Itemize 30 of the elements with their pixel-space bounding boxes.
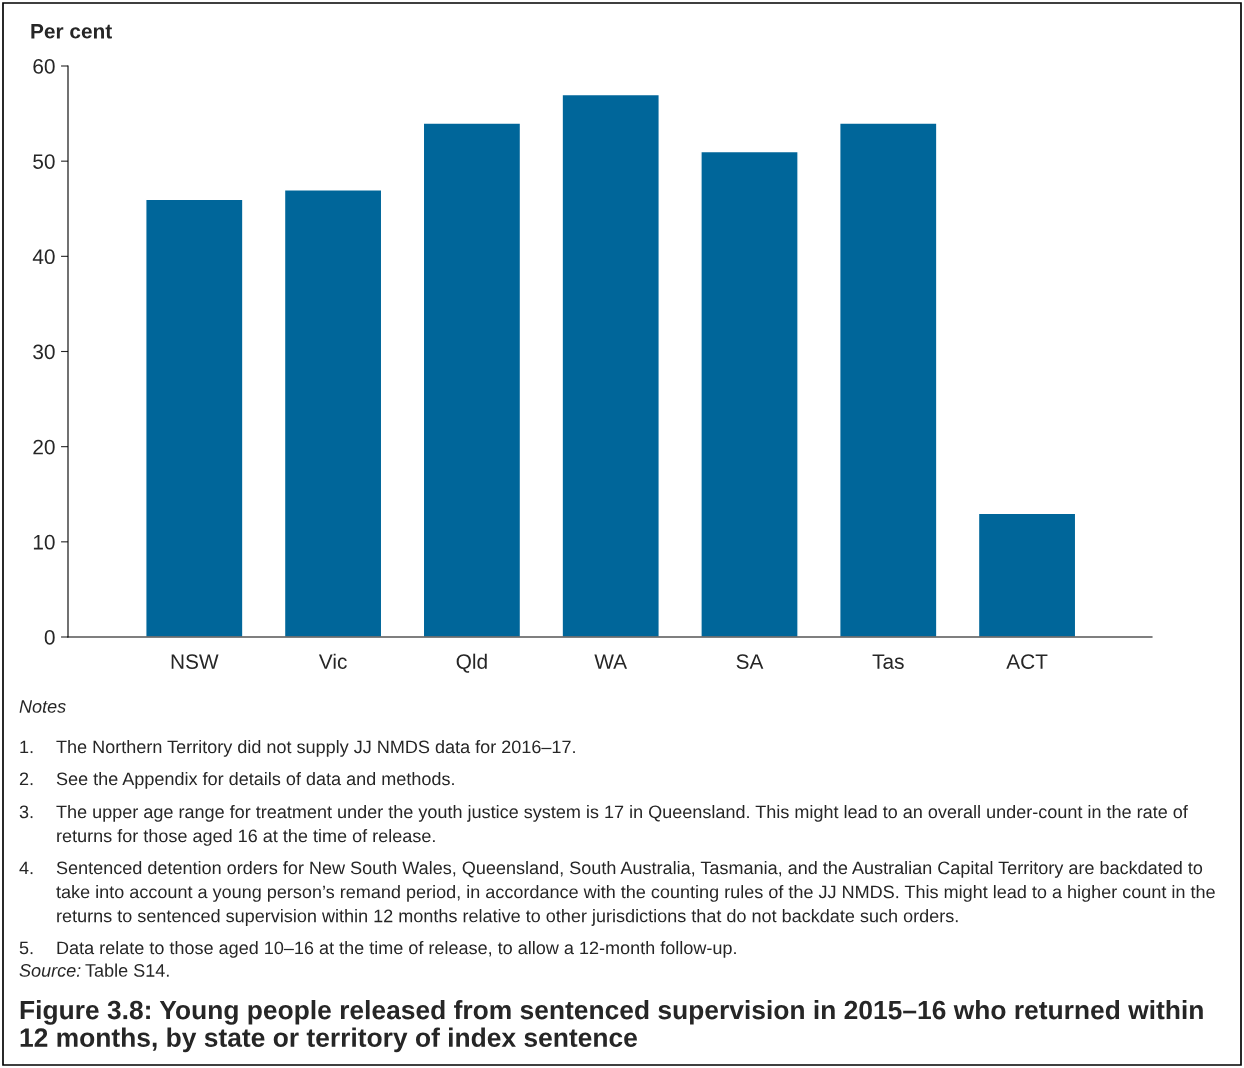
x-tick-label: WA	[594, 654, 628, 669]
y-tick-label: 30	[33, 344, 55, 360]
x-tick-label: Qld	[456, 653, 487, 673]
y-tick-label: 40	[32, 249, 55, 265]
x-tick-label: ACT	[1006, 654, 1048, 669]
bar	[283, 189, 383, 637]
text: 2. See the Appendix for details of data and methods.	[19, 772, 454, 789]
y-tick-label: 0	[44, 630, 55, 645]
bar	[700, 150, 799, 637]
x-tick-label: Vic	[318, 653, 347, 669]
bar	[839, 122, 938, 637]
x-tick-label: SA	[736, 654, 764, 669]
text: 1. The Northern Territory did not supply JJ NMDS data for 2016–17.	[20, 740, 575, 757]
text: Notes	[19, 700, 66, 713]
bar	[977, 512, 1077, 637]
y-tick-label: 60	[33, 59, 55, 74]
x-tick-label: NSW	[171, 654, 219, 669]
text: 5. Data relate to those aged 10–16 at the time of release, to allow a 12-month follow-up.	[19, 941, 736, 958]
source-note: Source: Table S14.	[19, 963, 169, 977]
bar	[145, 198, 244, 637]
y-tick-label: 50	[33, 154, 55, 169]
y-tick-label: 10	[33, 534, 55, 550]
x-tick-label: Tas	[872, 654, 904, 669]
text: 3. The upper age range for treatment under the youth justice system is 17 in Queensland. This might lead to an overall under-count in the rate of returns for those aged 16 at the time of release.	[19, 805, 1188, 846]
bar	[422, 122, 522, 637]
text: 4. Sentenced detention orders for New South Wales, Queensland, South Australia, Tasmania, and the Australian Capital Territory are backdated to take into account a young person’s remand period, in accordance with the counting rules of the JJ NMDS. This might lead to a higher count in the returns to sentenced supervision within 12 months relative to other jurisdictions that do not backdate such orders.	[19, 861, 1215, 926]
y-axis-title: Per cent	[31, 24, 112, 39]
text: Figure 3.8: Young people released from sentenced supervision in 2015–16 who returned within 12 months, by state or territory of index sentence	[20, 1000, 1203, 1053]
y-tick-label: 20	[33, 439, 55, 455]
bar	[561, 93, 660, 637]
